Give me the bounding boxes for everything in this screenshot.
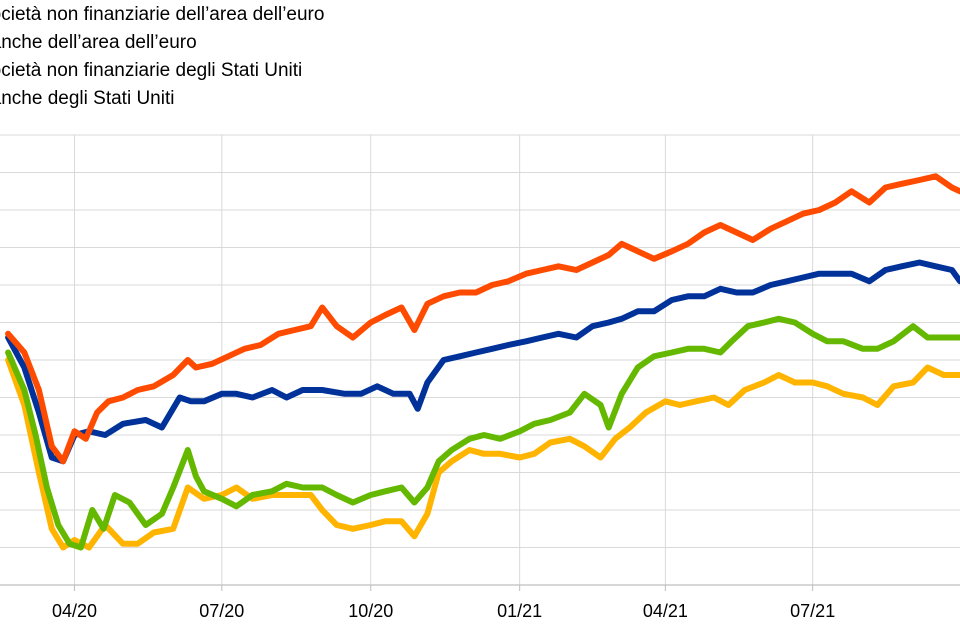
legend-label: Banche degli Stati Uniti — [0, 88, 175, 109]
x-tick-label: 07/20 — [199, 601, 244, 621]
legend-label: Società non finanziarie degli Stati Unit… — [0, 60, 303, 81]
series-line-3 — [5, 357, 960, 551]
series-line-2 — [5, 315, 960, 551]
x-tick-label: 01/21 — [497, 601, 542, 621]
series-line-1 — [5, 259, 960, 465]
x-axis-ticks: 04/20 07/20 10/20 01/21 04/21 07/21 — [52, 585, 835, 621]
legend-label: Banche dell’area dell’euro — [0, 32, 197, 53]
x-tick-label: 07/21 — [790, 601, 835, 621]
x-tick-label: 04/20 — [52, 601, 97, 621]
chart-series — [5, 173, 960, 551]
x-tick-label: 04/21 — [643, 601, 688, 621]
x-tick-label: 10/20 — [348, 601, 393, 621]
legend-label: Società non finanziarie dell’area dell’e… — [0, 4, 325, 25]
series-line-0 — [5, 173, 960, 465]
chart-grid — [0, 134, 960, 585]
